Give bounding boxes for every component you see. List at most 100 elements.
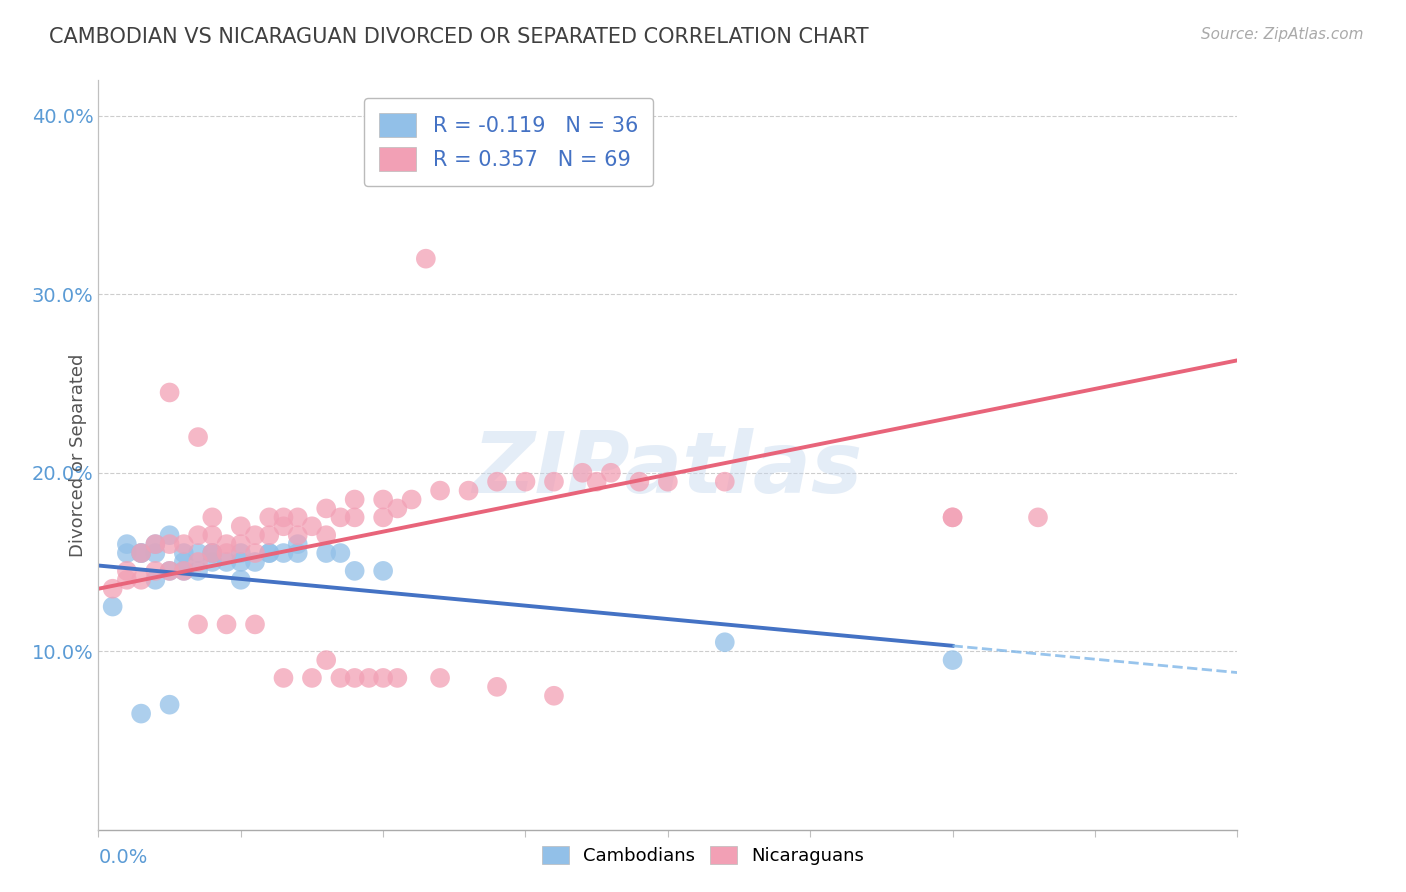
- Point: [215, 546, 238, 560]
- Point: [243, 546, 266, 560]
- Point: [1026, 510, 1049, 524]
- Point: [657, 475, 679, 489]
- Point: [714, 475, 737, 489]
- Point: [243, 528, 266, 542]
- Point: [571, 466, 593, 480]
- Point: [315, 546, 337, 560]
- Point: [173, 546, 195, 560]
- Point: [201, 546, 224, 560]
- Point: [187, 546, 209, 560]
- Point: [187, 564, 209, 578]
- Point: [229, 546, 252, 560]
- Point: [343, 564, 366, 578]
- Point: [273, 671, 295, 685]
- Point: [515, 475, 537, 489]
- Point: [159, 564, 181, 578]
- Point: [173, 564, 195, 578]
- Point: [259, 546, 281, 560]
- Point: [145, 537, 167, 551]
- Point: [942, 510, 965, 524]
- Point: [115, 537, 138, 551]
- Point: [343, 510, 366, 524]
- Point: [159, 385, 181, 400]
- Point: [373, 671, 395, 685]
- Point: [343, 492, 366, 507]
- Point: [243, 555, 266, 569]
- Point: [115, 546, 138, 560]
- Point: [543, 689, 565, 703]
- Point: [159, 528, 181, 542]
- Point: [201, 528, 224, 542]
- Point: [215, 555, 238, 569]
- Point: [315, 653, 337, 667]
- Point: [229, 573, 252, 587]
- Point: [287, 546, 309, 560]
- Point: [259, 546, 281, 560]
- Point: [215, 617, 238, 632]
- Point: [457, 483, 479, 498]
- Point: [159, 698, 181, 712]
- Point: [329, 546, 352, 560]
- Point: [600, 466, 623, 480]
- Point: [373, 510, 395, 524]
- Point: [159, 564, 181, 578]
- Point: [429, 483, 451, 498]
- Point: [129, 706, 152, 721]
- Point: [173, 564, 195, 578]
- Point: [357, 671, 380, 685]
- Point: [115, 564, 138, 578]
- Point: [429, 671, 451, 685]
- Point: [486, 475, 509, 489]
- Point: [173, 555, 195, 569]
- Point: [287, 528, 309, 542]
- Point: [287, 510, 309, 524]
- Point: [201, 510, 224, 524]
- Point: [145, 546, 167, 560]
- Point: [415, 252, 437, 266]
- Point: [129, 546, 152, 560]
- Point: [187, 617, 209, 632]
- Y-axis label: Divorced or Separated: Divorced or Separated: [69, 353, 87, 557]
- Point: [329, 671, 352, 685]
- Point: [301, 519, 323, 533]
- Point: [373, 564, 395, 578]
- Point: [329, 510, 352, 524]
- Point: [273, 519, 295, 533]
- Point: [229, 555, 252, 569]
- Point: [201, 555, 224, 569]
- Point: [273, 510, 295, 524]
- Point: [201, 546, 224, 560]
- Point: [101, 582, 124, 596]
- Point: [243, 617, 266, 632]
- Point: [301, 671, 323, 685]
- Point: [229, 519, 252, 533]
- Point: [486, 680, 509, 694]
- Legend: R = -0.119   N = 36, R = 0.357   N = 69: R = -0.119 N = 36, R = 0.357 N = 69: [364, 98, 652, 186]
- Text: 0.0%: 0.0%: [98, 848, 148, 867]
- Point: [315, 528, 337, 542]
- Point: [101, 599, 124, 614]
- Point: [187, 528, 209, 542]
- Point: [942, 653, 965, 667]
- Point: [215, 537, 238, 551]
- Point: [229, 537, 252, 551]
- Point: [187, 430, 209, 444]
- Point: [373, 492, 395, 507]
- Point: [187, 555, 209, 569]
- Point: [145, 537, 167, 551]
- Point: [259, 510, 281, 524]
- Point: [159, 537, 181, 551]
- Point: [942, 510, 965, 524]
- Point: [387, 671, 409, 685]
- Point: [115, 573, 138, 587]
- Point: [315, 501, 337, 516]
- Point: [145, 573, 167, 587]
- Point: [145, 564, 167, 578]
- Point: [401, 492, 423, 507]
- Legend: Cambodians, Nicaraguans: Cambodians, Nicaraguans: [533, 837, 873, 874]
- Point: [387, 501, 409, 516]
- Text: Source: ZipAtlas.com: Source: ZipAtlas.com: [1201, 27, 1364, 42]
- Text: CAMBODIAN VS NICARAGUAN DIVORCED OR SEPARATED CORRELATION CHART: CAMBODIAN VS NICARAGUAN DIVORCED OR SEPA…: [49, 27, 869, 46]
- Point: [628, 475, 651, 489]
- Text: ZIPatlas: ZIPatlas: [472, 428, 863, 511]
